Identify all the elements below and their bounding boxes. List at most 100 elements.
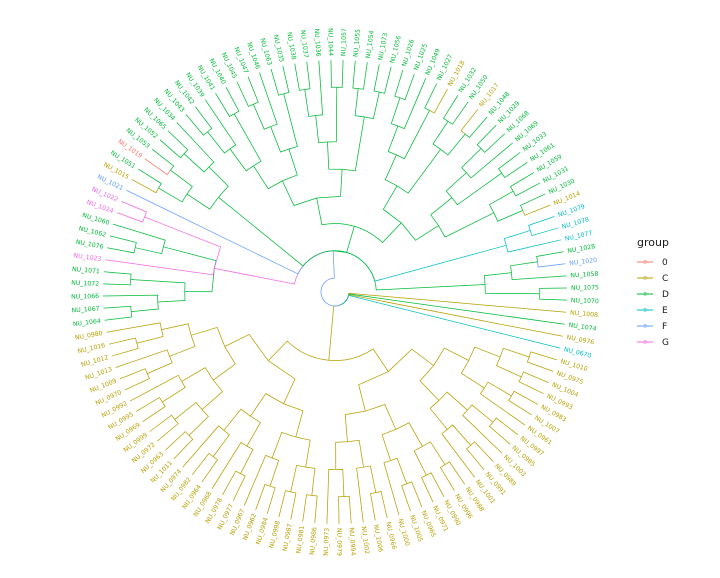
branch — [157, 291, 186, 303]
tip-label: NU_0981 — [295, 525, 306, 554]
branch — [195, 106, 213, 133]
branch — [165, 431, 190, 451]
branch — [390, 457, 408, 484]
branch — [162, 381, 186, 403]
legend-title: group — [637, 236, 669, 249]
branch — [326, 469, 336, 524]
branch — [433, 347, 469, 366]
branch — [447, 101, 469, 125]
branch — [185, 114, 208, 136]
branch — [413, 446, 427, 476]
branch — [397, 78, 426, 130]
branch — [157, 419, 179, 442]
branch — [539, 293, 567, 301]
branch — [528, 216, 555, 231]
branch — [451, 172, 502, 206]
branch — [479, 387, 526, 426]
branch — [358, 371, 389, 412]
branch — [447, 424, 471, 446]
branch — [466, 142, 513, 179]
branch — [304, 61, 311, 90]
branch — [406, 481, 423, 508]
branch — [466, 445, 485, 470]
branch — [295, 436, 311, 468]
legend-entry-label: D — [662, 290, 669, 300]
branch — [390, 97, 401, 127]
branch — [493, 210, 523, 222]
branch — [294, 63, 305, 91]
legend-entry-label: C — [662, 274, 668, 284]
branch — [426, 472, 445, 498]
tip-label: NU_0979 — [335, 528, 342, 556]
branch — [269, 457, 280, 487]
branch — [518, 376, 544, 395]
branch — [184, 268, 215, 293]
branch — [188, 409, 209, 436]
branch — [363, 465, 377, 493]
branch — [526, 356, 554, 372]
tip-label: NU_1023 — [73, 252, 102, 263]
branch — [259, 72, 278, 127]
tip-label: NU_1058 — [570, 271, 598, 280]
branch — [109, 235, 137, 248]
branch — [208, 166, 229, 198]
branch — [387, 125, 399, 156]
tip-label: NU_0980 — [74, 330, 103, 342]
branch — [207, 131, 231, 154]
tip-label: NU_1006 — [372, 524, 384, 553]
branch — [161, 323, 192, 336]
tip-label: NU_1020 — [569, 257, 598, 267]
branch — [255, 483, 271, 511]
tip-label: NU_1067 — [71, 305, 99, 314]
branch — [536, 251, 564, 262]
branch — [358, 62, 368, 90]
branch — [124, 373, 150, 391]
branch — [438, 391, 468, 411]
branch — [316, 197, 355, 227]
branch — [223, 408, 251, 431]
branch — [181, 367, 214, 382]
branch — [211, 442, 248, 489]
branch — [354, 88, 365, 118]
branch — [333, 250, 486, 291]
branch — [135, 396, 163, 412]
branch — [328, 348, 389, 372]
branch — [113, 223, 166, 247]
branch — [503, 230, 531, 246]
branch — [250, 393, 284, 417]
branch — [484, 284, 540, 295]
branch — [106, 322, 162, 333]
branch — [116, 212, 145, 223]
branch — [394, 70, 404, 99]
branch — [429, 88, 448, 114]
branch — [460, 108, 479, 135]
tip-label: NU_1028 — [567, 243, 596, 255]
branch — [270, 126, 290, 153]
branch — [111, 343, 139, 357]
branch — [336, 60, 344, 88]
branch — [213, 346, 236, 381]
branch — [135, 246, 164, 255]
branch — [327, 141, 343, 170]
branch — [335, 441, 348, 470]
branch — [170, 169, 193, 195]
branch — [149, 414, 176, 432]
tip-label: NU_1075 — [571, 284, 599, 291]
tip-label: NU_0986 — [309, 527, 318, 556]
branch — [173, 435, 194, 460]
branch — [419, 365, 440, 401]
branch — [204, 99, 237, 150]
branch — [432, 121, 449, 150]
branch — [352, 60, 359, 89]
legend-entry-label: E — [662, 306, 668, 316]
branch — [445, 172, 467, 198]
branch — [215, 92, 235, 118]
branch — [130, 279, 186, 292]
branch — [169, 335, 196, 357]
branch — [520, 371, 549, 383]
branch — [464, 116, 488, 138]
